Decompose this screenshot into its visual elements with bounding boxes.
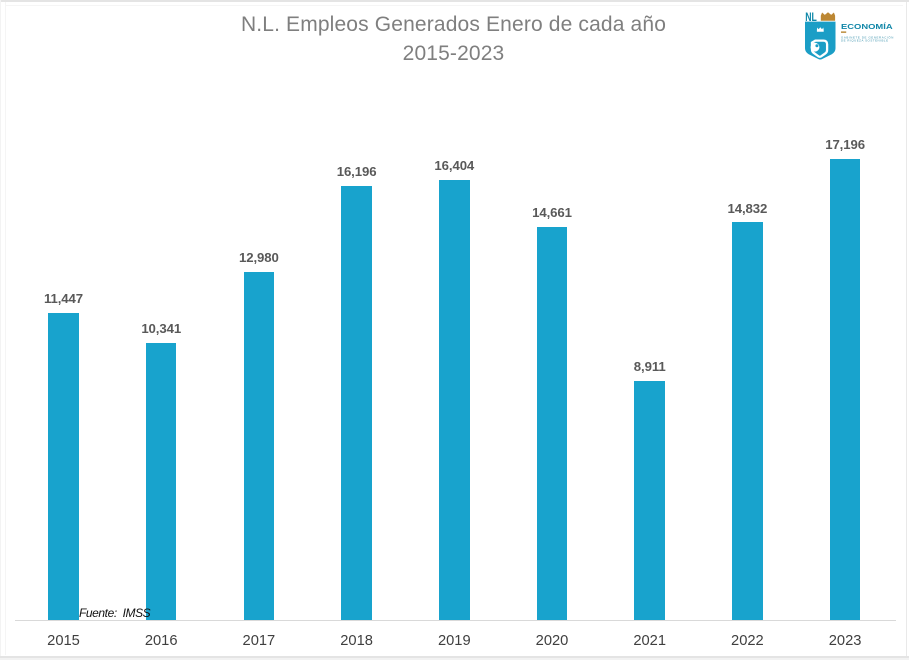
svg-text:ECONOMÍA: ECONOMÍA (841, 22, 894, 31)
svg-text:DE RIQUEZA SOSTENIBLE: DE RIQUEZA SOSTENIBLE (841, 38, 888, 42)
svg-text:GABINETE DE GENERACIÓN: GABINETE DE GENERACIÓN (841, 35, 893, 40)
svg-text:NL: NL (805, 10, 817, 24)
